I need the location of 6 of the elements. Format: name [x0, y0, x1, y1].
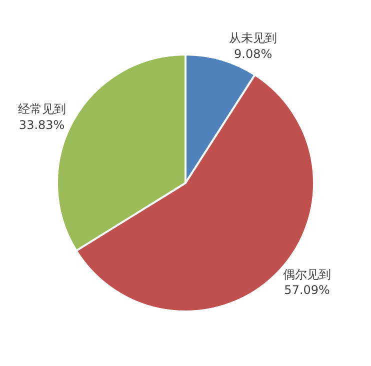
slice-label: 偶尔见到 — [283, 267, 332, 282]
data-label: 33.83% — [18, 118, 65, 132]
slice-label: 经常见到 — [18, 102, 66, 116]
data-label: 57.09% — [284, 282, 330, 297]
slice-label: 从未见到 — [229, 31, 278, 46]
data-label: 9.08% — [234, 46, 272, 61]
